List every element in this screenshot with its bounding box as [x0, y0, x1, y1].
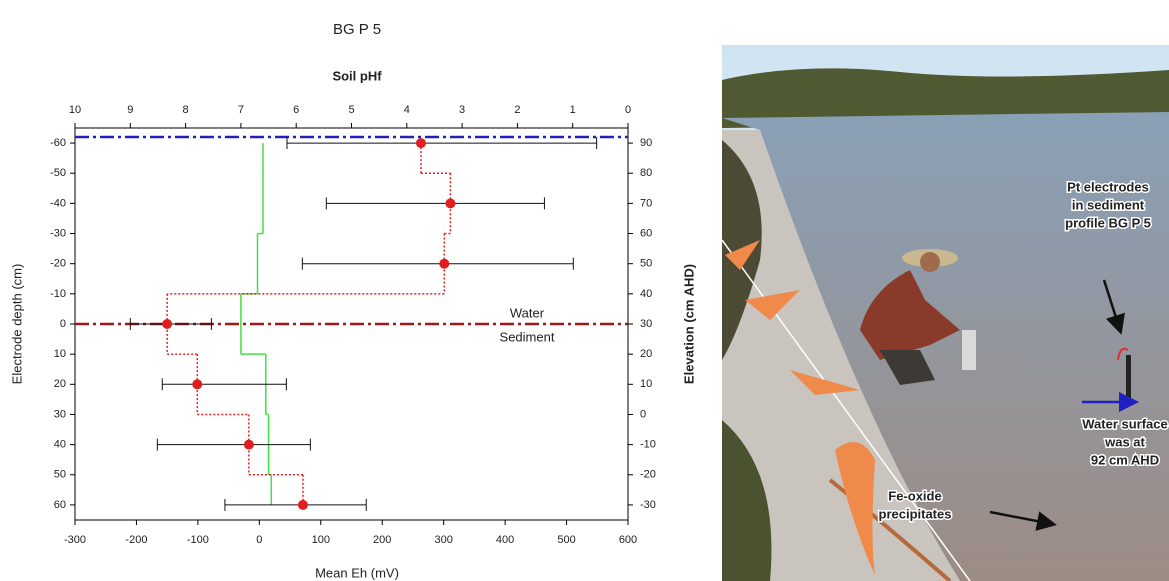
arrow — [989, 510, 1057, 531]
eh-point — [192, 379, 203, 390]
x2-tick-label: 8 — [183, 104, 189, 116]
eh-point — [243, 439, 254, 450]
x-tick-label: 100 — [312, 534, 330, 546]
x-tick-label: 400 — [496, 534, 514, 546]
y2-tick-label: -10 — [640, 439, 656, 451]
y-axis-title: Electrode depth (cm) — [9, 264, 24, 385]
shrub — [722, 420, 772, 581]
y2-tick-label: 20 — [640, 348, 652, 360]
x2-axis-title: Soil pHf — [332, 68, 382, 83]
x2-tick-label: 6 — [293, 104, 299, 116]
person — [860, 249, 976, 385]
y-tick-label: -10 — [50, 288, 66, 300]
eh-point — [162, 319, 173, 329]
y-tick-label: 0 — [60, 318, 66, 330]
y2-tick-label: 50 — [640, 258, 652, 270]
y2-tick-label: 30 — [640, 318, 652, 330]
x-tick-label: -300 — [64, 534, 86, 546]
y-tick-label: 10 — [54, 348, 66, 360]
photo-callout: 92 cm AHD — [1091, 452, 1159, 467]
x2-tick-label: 10 — [69, 104, 81, 116]
y2-axis-title: Elevation (cm AHD) — [681, 264, 696, 384]
eh-point — [445, 198, 456, 209]
x-axis-title: Mean Eh (mV) — [315, 565, 399, 580]
x2-tick-label: 9 — [127, 104, 133, 116]
electrode — [1126, 355, 1131, 400]
y2-tick-label: 10 — [640, 378, 652, 390]
y2-tick-label: -20 — [640, 469, 656, 481]
x-tick-label: 200 — [373, 534, 391, 546]
x2-tick-label: 3 — [459, 104, 465, 116]
hills — [722, 68, 1169, 128]
eh-point — [297, 499, 308, 510]
x2-tick-label: 5 — [348, 104, 354, 116]
x-tick-label: 500 — [557, 534, 575, 546]
eh-point — [415, 138, 426, 149]
chart-title: BG P 5 — [333, 21, 381, 38]
level-label: Water — [510, 305, 545, 320]
photo-callout: precipitates — [879, 506, 952, 521]
x2-tick-label: 1 — [570, 104, 576, 116]
arrow — [1102, 279, 1125, 335]
y-tick-label: 60 — [54, 499, 66, 511]
water — [722, 112, 1169, 581]
y2-tick-label: 80 — [640, 167, 652, 179]
eh-point — [439, 258, 450, 269]
fe-oxide-edge — [828, 478, 952, 581]
level-label: Sediment — [500, 329, 555, 344]
y2-tick-label: 70 — [640, 197, 652, 209]
x2-tick-label: 2 — [514, 104, 520, 116]
photo-callout: Water surface — [1082, 416, 1168, 431]
y2-tick-label: -30 — [640, 499, 656, 511]
y-tick-label: 30 — [54, 408, 66, 420]
x2-tick-label: 7 — [238, 104, 244, 116]
y-tick-label: -60 — [50, 137, 66, 149]
y2-tick-label: 60 — [640, 227, 652, 239]
y-tick-label: -40 — [50, 197, 66, 209]
photo — [721, 45, 1169, 581]
y-tick-label: -20 — [50, 258, 66, 270]
x2-tick-label: 4 — [404, 104, 410, 116]
x2-tick-label: 0 — [625, 104, 631, 116]
x-tick-label: 0 — [256, 534, 262, 546]
y-tick-label: 50 — [54, 469, 66, 481]
bank — [722, 130, 960, 581]
x-tick-label: -100 — [187, 534, 209, 546]
y-tick-label: 20 — [54, 378, 66, 390]
x-tick-label: 600 — [619, 534, 637, 546]
y2-tick-label: 90 — [640, 137, 652, 149]
photo-callout: Pt electrodes — [1067, 179, 1149, 194]
photo-callout: profile BG P 5 — [1065, 215, 1151, 230]
y-tick-label: -50 — [50, 167, 66, 179]
y-tick-label: 40 — [54, 439, 66, 451]
photo-callout: was at — [1104, 434, 1145, 449]
electrode-wire — [1117, 347, 1129, 361]
photo-callout: in sediment — [1072, 197, 1145, 212]
y2-tick-label: 0 — [640, 408, 646, 420]
x-tick-label: 300 — [434, 534, 452, 546]
y2-tick-label: 40 — [640, 288, 652, 300]
x-tick-label: -200 — [125, 534, 147, 546]
photo-callout: Fe-oxide — [888, 488, 941, 503]
y-tick-label: -30 — [50, 227, 66, 239]
